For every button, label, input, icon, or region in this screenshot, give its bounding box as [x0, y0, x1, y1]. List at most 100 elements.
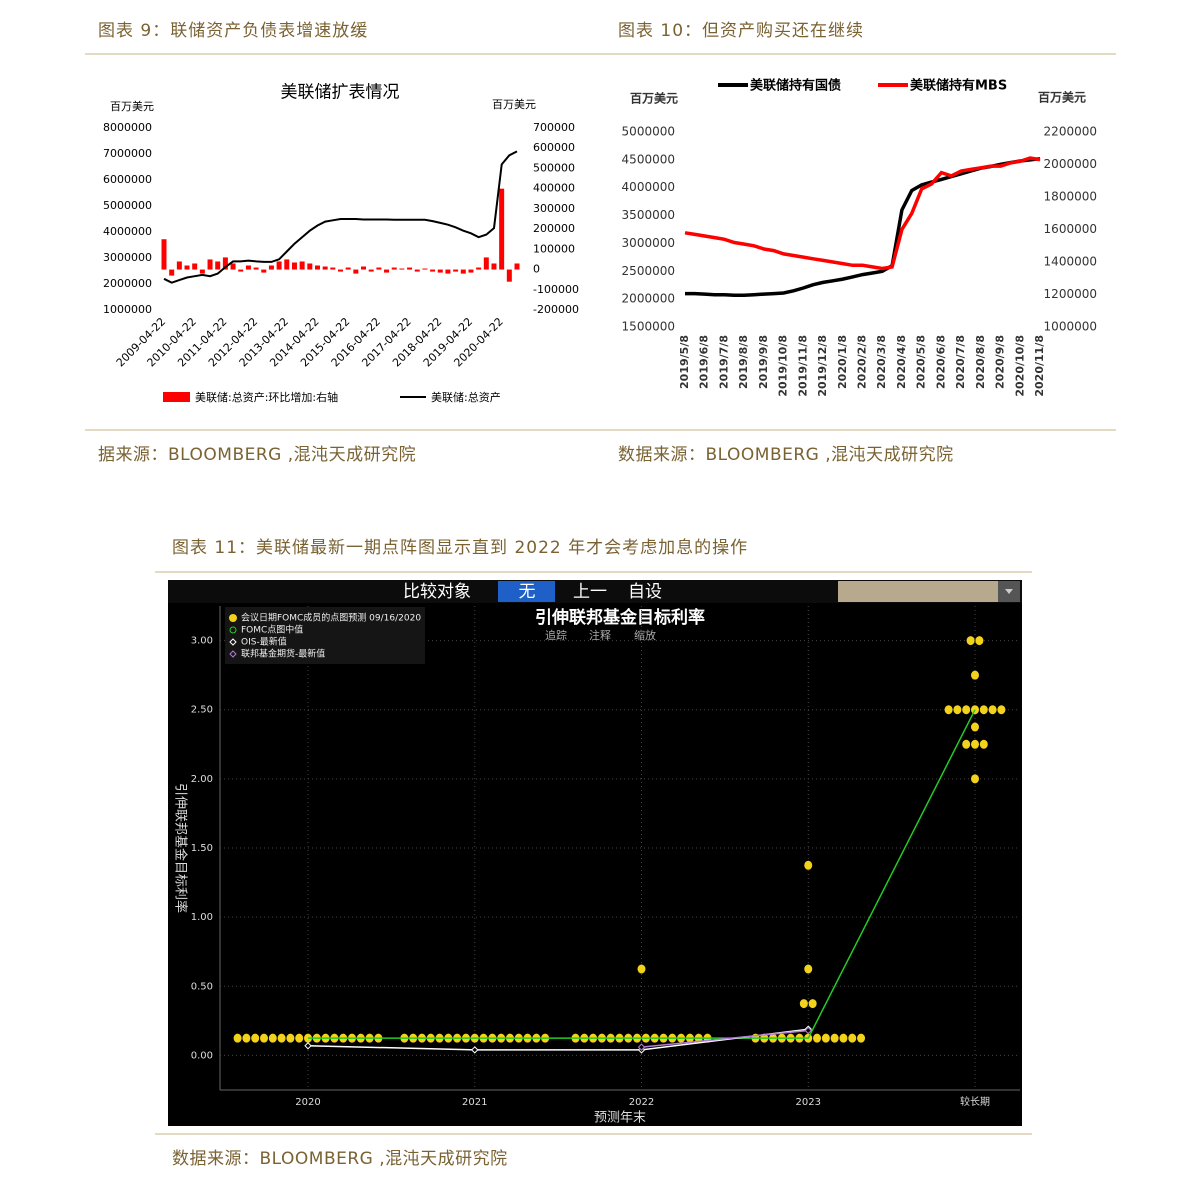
- source: 数据来源：BLOOMBERG ,混沌天成研究院: [618, 445, 954, 465]
- bar: [460, 269, 466, 274]
- bar: [353, 269, 359, 274]
- x-tick-label: 2021: [462, 1097, 487, 1108]
- bar: [161, 239, 167, 270]
- x-tick-label: 2019/8/8: [737, 335, 750, 389]
- bar: [299, 261, 305, 270]
- legend-label: 美联储:总资产:环比增加:右轴: [195, 390, 338, 404]
- dot: [830, 1033, 839, 1043]
- bar: [192, 263, 198, 270]
- legend-label: 美联储:总资产: [431, 390, 501, 404]
- bar: [407, 267, 413, 270]
- toolbar-label: 上一: [573, 582, 607, 602]
- y-tick-label: 0.00: [191, 1050, 213, 1061]
- bar: [322, 266, 328, 270]
- toolbar-label: 自设: [628, 582, 662, 602]
- y2-axis-label: 百万美元: [1038, 90, 1086, 105]
- x-tick-label: 2020/2/8: [856, 335, 869, 389]
- caption: 图表 9：联储资产负债表增速放缓: [98, 21, 368, 41]
- caption: 图表 10：但资产购买还在继续: [618, 21, 864, 41]
- legend-box: [225, 607, 425, 664]
- bar: [506, 269, 512, 282]
- line: [308, 709, 976, 1039]
- y-tick-label: 3.00: [191, 636, 213, 647]
- marker: [304, 1042, 312, 1050]
- bar: [338, 269, 343, 272]
- line: [641, 1029, 809, 1048]
- legend-swatch: [229, 614, 237, 622]
- y2-tick-label: 2000000: [1044, 157, 1097, 171]
- y-tick-label: 1.00: [191, 912, 213, 923]
- dot: [944, 705, 953, 715]
- y-tick-label: 0.50: [191, 981, 213, 992]
- y-tick-label: 1.50: [191, 843, 213, 854]
- source: 据来源：BLOOMBERG ,混沌天成研究院: [98, 445, 416, 465]
- toolbar-button: [498, 581, 555, 602]
- legend-label: 美联储持有MBS: [910, 78, 1007, 94]
- caption: 图表 11：美联储最新一期点阵图显示直到 2022 年才会考虑加息的操作: [172, 538, 748, 558]
- dot: [286, 1033, 295, 1043]
- bar: [483, 257, 489, 270]
- dot: [277, 1033, 286, 1043]
- tool-label: 注释: [589, 628, 611, 642]
- x-tick-label: 2020/3/8: [875, 335, 888, 389]
- bar: [215, 261, 221, 270]
- dot: [979, 705, 988, 715]
- bar: [291, 262, 297, 270]
- legend-label: FOMC点图中值: [241, 624, 303, 636]
- bar: [238, 269, 244, 272]
- y-tick-label: 5000000: [103, 199, 152, 212]
- y2-tick-label: 0: [533, 263, 540, 276]
- y-tick-label: 1000000: [103, 303, 152, 316]
- bar: [361, 266, 367, 270]
- x-tick-label: 2022: [629, 1097, 654, 1108]
- chart-title: 引伸联邦基金目标利率: [535, 607, 705, 628]
- bar: [422, 268, 428, 270]
- y2-tick-label: 1400000: [1044, 255, 1097, 269]
- y-tick-label: 3500000: [622, 208, 675, 222]
- y2-tick-label: 1200000: [1044, 287, 1097, 301]
- bar: [499, 188, 505, 270]
- bar: [169, 269, 175, 276]
- bar: [268, 265, 274, 270]
- dot: [848, 1033, 857, 1043]
- y2-tick-label: 1600000: [1044, 222, 1097, 236]
- bar: [445, 269, 451, 274]
- y2-axis-label: 百万美元: [492, 98, 536, 111]
- legend-label: 会议日期FOMC成员的点图预测 09/16/2020: [241, 612, 421, 624]
- x-tick-label: 2020/10/8: [1013, 335, 1026, 397]
- bar: [368, 269, 374, 272]
- x-tick-label: 2019/5/8: [678, 335, 691, 389]
- x-tick-label: 2020/9/8: [994, 335, 1007, 389]
- x-tick-label: 2020/8/8: [974, 335, 987, 389]
- y-tick-label: 6000000: [103, 173, 152, 186]
- bar: [437, 269, 443, 273]
- dot: [813, 1033, 822, 1043]
- bar: [184, 265, 190, 270]
- bar: [222, 257, 228, 270]
- bar: [453, 269, 459, 272]
- y-tick-label: 7000000: [103, 147, 152, 160]
- legend-swatch: [163, 392, 190, 402]
- toolbar-label: 无: [519, 582, 536, 602]
- dot: [808, 999, 817, 1009]
- marker: [637, 1043, 646, 1051]
- x-tick-label: 2020/1/8: [836, 335, 849, 389]
- y2-tick-label: 700000: [533, 121, 575, 134]
- y-tick-label: 2.00: [191, 774, 213, 785]
- bar: [491, 263, 497, 270]
- tool-label: 缩放: [634, 628, 656, 642]
- bar: [276, 261, 282, 270]
- dot: [962, 739, 971, 749]
- x-tick-label: 2020/6/8: [934, 335, 947, 389]
- y2-tick-label: 100000: [533, 242, 575, 255]
- marker: [804, 1026, 812, 1035]
- y2-tick-label: 600000: [533, 141, 575, 154]
- y-tick-label: 2000000: [622, 292, 675, 306]
- chart-title: 美联储扩表情况: [281, 83, 400, 103]
- bar: [245, 265, 251, 270]
- y-tick-label: 8000000: [103, 121, 152, 134]
- dot: [637, 964, 646, 974]
- y-tick-label: 4500000: [622, 152, 675, 166]
- y-axis-label: 引伸联邦基金目标利率: [173, 783, 189, 913]
